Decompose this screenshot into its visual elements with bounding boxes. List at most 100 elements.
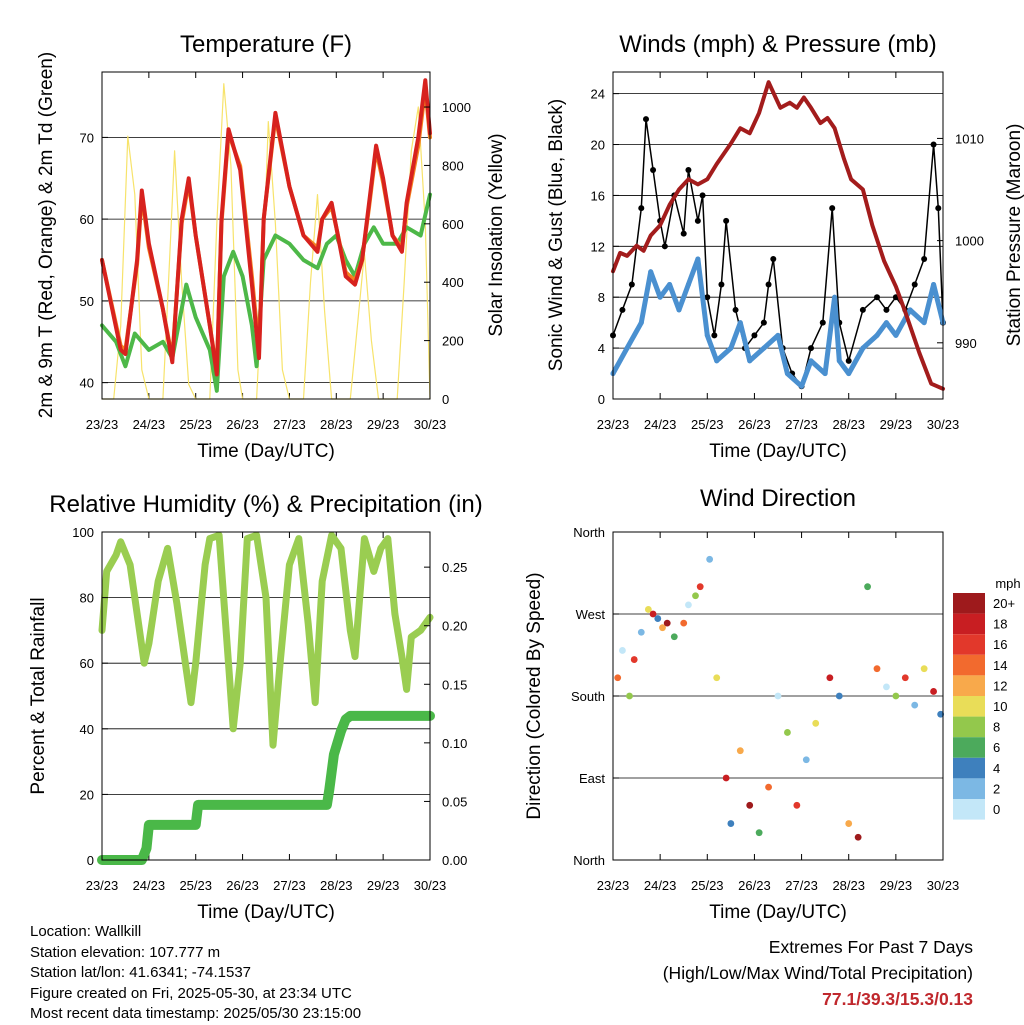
- wind-point: [784, 371, 790, 377]
- legend-label: 8: [993, 720, 1000, 735]
- y-tick-label: 100: [72, 525, 94, 540]
- x-tick-label: 23/23: [597, 417, 630, 432]
- direction-point: [685, 601, 692, 609]
- direction-point: [883, 683, 890, 691]
- direction-point: [873, 665, 881, 673]
- wind-point: [657, 294, 663, 300]
- y2-tick-label: 200: [442, 334, 464, 349]
- direction-point: [614, 674, 622, 682]
- x-axis-label: Time (Day/UTC): [197, 441, 335, 462]
- x-tick-label: 28/23: [320, 878, 353, 893]
- direction-point: [659, 624, 666, 632]
- series-line-2m-temp: [100, 78, 432, 377]
- wind-point: [667, 281, 673, 287]
- direction-point: [864, 583, 871, 591]
- direction-point: [774, 692, 782, 700]
- direction-point: [911, 701, 919, 709]
- wind-point: [836, 358, 842, 364]
- wind-point: [921, 320, 927, 326]
- x-tick-label: 24/23: [133, 878, 166, 893]
- x-tick-label: 30/23: [414, 878, 447, 893]
- series-line-humidity: [98, 531, 434, 749]
- y-tick-label: East: [579, 771, 605, 786]
- y-axis-label: Direction (Colored By Speed): [524, 572, 545, 819]
- x-axis-label: Time (Day/UTC): [709, 441, 847, 462]
- plot-frame: [101, 71, 431, 400]
- direction-point: [619, 647, 626, 654]
- y-tick-label: 0: [87, 853, 94, 868]
- wind-point: [893, 332, 899, 338]
- x-tick-label: 27/23: [273, 878, 306, 893]
- series-line-rainfall: [97, 710, 435, 865]
- x-tick-label: 29/23: [367, 878, 400, 893]
- legend-swatch: [953, 799, 985, 820]
- direction-point: [654, 615, 662, 622]
- direction-point: [626, 692, 633, 700]
- x-tick-label: 29/23: [367, 417, 400, 432]
- x-tick-label: 27/23: [785, 417, 818, 432]
- wind-point: [822, 371, 828, 377]
- wind-point: [624, 345, 630, 351]
- y-tick-label: 20: [591, 138, 605, 153]
- wind-point: [799, 383, 805, 389]
- wind-point: [676, 307, 682, 313]
- y-tick-label: 16: [591, 188, 605, 203]
- y2-tick-label: 800: [442, 158, 464, 173]
- legend-swatch: [953, 675, 985, 696]
- x-tick-label: 25/23: [179, 417, 212, 432]
- y2-tick-label: 0: [442, 392, 449, 407]
- y2-tick-label: 0.10: [442, 736, 467, 751]
- legend-swatch: [953, 613, 985, 635]
- wind-point: [714, 358, 720, 364]
- direction-point: [706, 555, 714, 563]
- y2-tick-label: 1000: [955, 234, 984, 249]
- direction-point: [854, 833, 862, 841]
- legend-swatch: [953, 716, 985, 738]
- wind-point: [638, 320, 644, 326]
- panel-title: Temperature (F): [180, 31, 352, 58]
- extremes-values: 77.1/39.3/15.3/0.13: [822, 989, 973, 1009]
- x-tick-label: 27/23: [785, 878, 818, 893]
- wind-point: [832, 294, 838, 300]
- station-location: Location: Wallkill: [30, 923, 142, 940]
- direction-point: [755, 829, 763, 837]
- y2-axis-label: Station Pressure (Maroon): [1004, 124, 1024, 347]
- direction-point: [835, 692, 843, 700]
- wind-point: [747, 358, 753, 364]
- y-tick-label: 20: [80, 787, 94, 802]
- wind-point: [808, 358, 814, 364]
- plot-frame: [612, 71, 944, 400]
- direction-point: [644, 606, 652, 613]
- wind-point: [907, 307, 913, 313]
- x-tick-label: 25/23: [179, 878, 212, 893]
- direction-point: [663, 619, 671, 627]
- y2-tick-label: 600: [442, 217, 464, 232]
- direction-point: [920, 665, 928, 673]
- station-elevation: Station elevation: 107.777 m: [30, 943, 221, 961]
- legend-label: 14: [993, 658, 1007, 673]
- direction-point: [765, 783, 772, 791]
- direction-point: [727, 820, 735, 827]
- recent-timestamp: Most recent data timestamp: 2025/05/30 2…: [30, 1005, 362, 1022]
- extremes-heading: Extremes For Past 7 Days: [768, 937, 973, 957]
- y2-tick-label: 400: [442, 275, 464, 290]
- x-tick-label: 24/23: [644, 878, 677, 893]
- extremes-box: Extremes For Past 7 Days (High/Low/Max W…: [663, 934, 973, 1012]
- legend-title: mph: [995, 576, 1020, 591]
- series-line-gust: [612, 118, 944, 388]
- x-tick-label: 24/23: [133, 417, 166, 432]
- x-tick-label: 30/23: [927, 417, 960, 432]
- legend-label: 6: [993, 740, 1000, 755]
- y2-tick-label: 0.00: [442, 853, 467, 868]
- legend-swatch: [953, 737, 985, 758]
- direction-point: [784, 729, 791, 736]
- x-tick-label: 24/23: [644, 417, 677, 432]
- x-tick-label: 25/23: [691, 417, 724, 432]
- wind-point: [685, 281, 691, 287]
- legend-label: 0: [993, 802, 1000, 817]
- direction-point: [630, 656, 638, 663]
- wind-point: [860, 345, 866, 351]
- x-tick-label: 23/23: [597, 878, 630, 893]
- direction-point: [826, 674, 834, 682]
